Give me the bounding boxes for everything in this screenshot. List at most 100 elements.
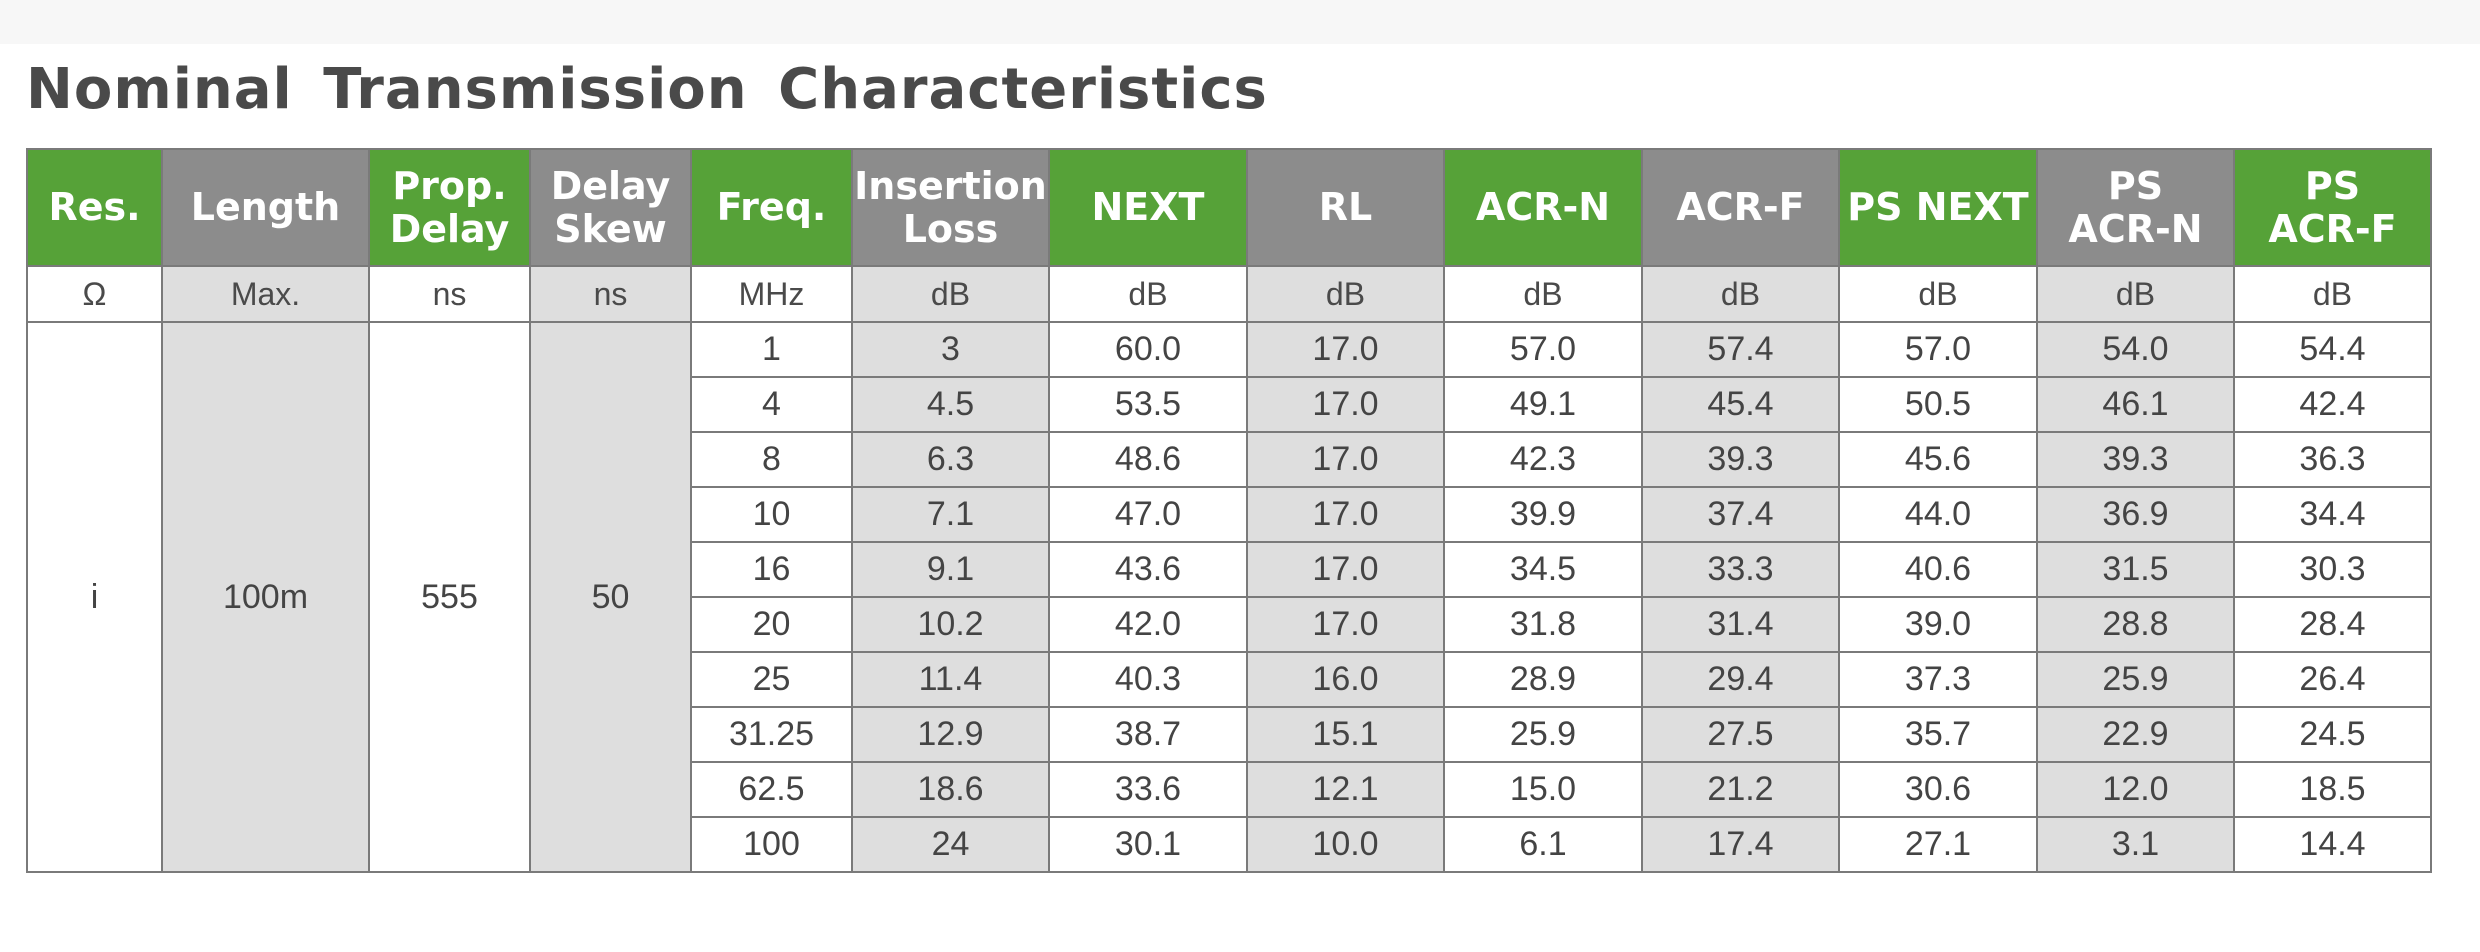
cell-acr-n: 42.3 bbox=[1443, 431, 1643, 488]
cell-ps-acr-n: 12.0 bbox=[2036, 761, 2235, 818]
cell-insertion-loss: 10.2 bbox=[851, 596, 1050, 653]
header-rl: RL bbox=[1246, 148, 1445, 267]
cell-acr-n: 6.1 bbox=[1443, 816, 1643, 873]
cell-acr-f: 21.2 bbox=[1641, 761, 1840, 818]
header-line: RL bbox=[1318, 185, 1373, 229]
table-row: 31.25 12.9 38.7 15.1 25.9 27.5 35.7 22.9 24.5 bbox=[27, 706, 2432, 763]
cell-ps-next: 57.0 bbox=[1838, 321, 2038, 378]
cell-ps-acr-f: 36.3 bbox=[2233, 431, 2432, 488]
header-ps-acr-n: PS ACR-N bbox=[2036, 148, 2235, 267]
cell-acr-f: 17.4 bbox=[1641, 816, 1840, 873]
cell-freq: 100 bbox=[690, 816, 853, 873]
header-line: Delay bbox=[550, 163, 671, 208]
header-ps-acr-f: PS ACR-F bbox=[2233, 148, 2432, 267]
cell-acr-f: 31.4 bbox=[1641, 596, 1840, 653]
unit-freq: MHz bbox=[690, 265, 853, 323]
cell-ps-next: 40.6 bbox=[1838, 541, 2038, 598]
header-line: NEXT bbox=[1091, 185, 1205, 229]
cell-freq: 31.25 bbox=[690, 706, 853, 763]
cell-ps-acr-f: 26.4 bbox=[2233, 651, 2432, 708]
header-line: Freq. bbox=[716, 185, 827, 229]
cell-insertion-loss: 6.3 bbox=[851, 431, 1050, 488]
header-line: Length bbox=[190, 185, 341, 229]
cell-insertion-loss: 11.4 bbox=[851, 651, 1050, 708]
header-line: Loss bbox=[902, 206, 999, 251]
cell-acr-n: 15.0 bbox=[1443, 761, 1643, 818]
cell-freq: 20 bbox=[690, 596, 853, 653]
cell-rl: 17.0 bbox=[1246, 596, 1445, 653]
header-row: Res. Length Prop. Delay Delay Skew Freq. Insert… bbox=[26, 148, 2432, 267]
header-line: ACR-N bbox=[1475, 185, 1611, 229]
header-ps-next: PS NEXT bbox=[1838, 148, 2038, 267]
cell-next: 48.6 bbox=[1048, 431, 1248, 488]
cell-next: 43.6 bbox=[1048, 541, 1248, 598]
unit-res: Ω bbox=[26, 265, 163, 323]
cell-acr-f: 57.4 bbox=[1641, 321, 1840, 378]
header-line: ACR-F bbox=[2268, 206, 2397, 251]
transmission-table: Res. Length Prop. Delay Delay Skew Freq. Insert… bbox=[26, 148, 2432, 873]
cell-next: 38.7 bbox=[1048, 706, 1248, 763]
cell-ps-acr-n: 28.8 bbox=[2036, 596, 2235, 653]
header-line: PS NEXT bbox=[1847, 185, 2029, 229]
cell-acr-f: 33.3 bbox=[1641, 541, 1840, 598]
cell-ps-acr-f: 54.4 bbox=[2233, 321, 2432, 378]
cell-ps-next: 35.7 bbox=[1838, 706, 2038, 763]
unit-acr-f: dB bbox=[1641, 265, 1840, 323]
table-row: 4 4.5 53.5 17.0 49.1 45.4 50.5 46.1 42.4 bbox=[27, 376, 2432, 433]
cell-ps-acr-n: 22.9 bbox=[2036, 706, 2235, 763]
cell-rl: 17.0 bbox=[1246, 376, 1445, 433]
cell-freq: 25 bbox=[690, 651, 853, 708]
cell-ps-acr-f: 30.3 bbox=[2233, 541, 2432, 598]
cell-ps-acr-f: 14.4 bbox=[2233, 816, 2432, 873]
cell-ps-acr-f: 18.5 bbox=[2233, 761, 2432, 818]
table-row: 25 11.4 40.3 16.0 28.9 29.4 37.3 25.9 26.4 bbox=[27, 651, 2432, 708]
unit-prop-delay: ns bbox=[368, 265, 531, 323]
table-row: 16 9.1 43.6 17.0 34.5 33.3 40.6 31.5 30.3 bbox=[27, 541, 2432, 598]
cell-next: 47.0 bbox=[1048, 486, 1248, 543]
cell-insertion-loss: 9.1 bbox=[851, 541, 1050, 598]
cell-freq: 8 bbox=[690, 431, 853, 488]
cell-acr-n: 49.1 bbox=[1443, 376, 1643, 433]
cell-acr-n: 34.5 bbox=[1443, 541, 1643, 598]
cell-ps-next: 50.5 bbox=[1838, 376, 2038, 433]
cell-rl: 10.0 bbox=[1246, 816, 1445, 873]
header-prop-delay: Prop. Delay bbox=[368, 148, 531, 267]
cell-freq: 62.5 bbox=[690, 761, 853, 818]
header-freq: Freq. bbox=[690, 148, 853, 267]
header-line: PS bbox=[2304, 163, 2361, 208]
cell-ps-next: 39.0 bbox=[1838, 596, 2038, 653]
unit-length: Max. bbox=[161, 265, 370, 323]
cell-acr-n: 57.0 bbox=[1443, 321, 1643, 378]
cell-next: 53.5 bbox=[1048, 376, 1248, 433]
cell-ps-acr-n: 31.5 bbox=[2036, 541, 2235, 598]
header-line: PS bbox=[2107, 163, 2164, 208]
cell-ps-acr-f: 34.4 bbox=[2233, 486, 2432, 543]
cell-freq: 10 bbox=[690, 486, 853, 543]
cell-delay-skew: 50 bbox=[529, 321, 692, 873]
cell-rl: 17.0 bbox=[1246, 486, 1445, 543]
cell-freq: 16 bbox=[690, 541, 853, 598]
cell-insertion-loss: 7.1 bbox=[851, 486, 1050, 543]
header-line: ACR-F bbox=[1676, 185, 1805, 229]
cell-ps-next: 44.0 bbox=[1838, 486, 2038, 543]
cell-ps-acr-n: 25.9 bbox=[2036, 651, 2235, 708]
cell-acr-n: 28.9 bbox=[1443, 651, 1643, 708]
cell-ps-acr-n: 54.0 bbox=[2036, 321, 2235, 378]
unit-acr-n: dB bbox=[1443, 265, 1643, 323]
header-res: Res. bbox=[26, 148, 163, 267]
cell-acr-n: 25.9 bbox=[1443, 706, 1643, 763]
cell-next: 33.6 bbox=[1048, 761, 1248, 818]
cell-ps-acr-n: 3.1 bbox=[2036, 816, 2235, 873]
cell-acr-f: 45.4 bbox=[1641, 376, 1840, 433]
cell-rl: 15.1 bbox=[1246, 706, 1445, 763]
cell-rl: 12.1 bbox=[1246, 761, 1445, 818]
header-acr-f: ACR-F bbox=[1641, 148, 1840, 267]
unit-next: dB bbox=[1048, 265, 1248, 323]
cell-insertion-loss: 3 bbox=[851, 321, 1050, 378]
cell-freq: 1 bbox=[690, 321, 853, 378]
table-row: 8 6.3 48.6 17.0 42.3 39.3 45.6 39.3 36.3 bbox=[27, 431, 2432, 488]
unit-ps-next: dB bbox=[1838, 265, 2038, 323]
table-row: i 100m 555 50 1 3 60.0 17.0 57.0 57.4 57.0 54.0 54.4 bbox=[26, 321, 2432, 873]
cell-acr-n: 39.9 bbox=[1443, 486, 1643, 543]
cell-ps-acr-f: 28.4 bbox=[2233, 596, 2432, 653]
